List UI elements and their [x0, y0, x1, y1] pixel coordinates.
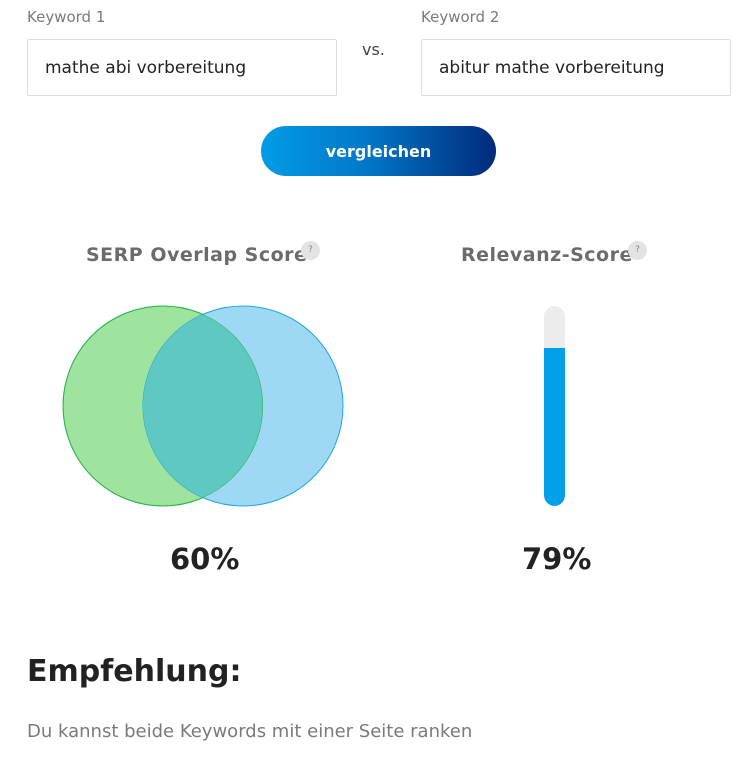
serp-overlap-help-icon[interactable]: ?	[301, 241, 320, 260]
keyword1-input[interactable]	[27, 39, 337, 96]
compare-button[interactable]: vergleichen	[261, 126, 496, 176]
venn-overlap-area	[143, 306, 263, 506]
recommendation-title: Empfehlung:	[27, 654, 242, 689]
relevance-score-help-icon[interactable]: ?	[628, 241, 647, 260]
keyword2-label: Keyword 2	[421, 8, 500, 26]
relevance-bar-track	[544, 306, 565, 506]
keyword2-input[interactable]	[421, 39, 731, 96]
serp-overlap-value: 60%	[170, 542, 240, 576]
recommendation-text: Du kannst beide Keywords mit einer Seite…	[27, 721, 473, 742]
serp-overlap-venn-diagram	[62, 305, 344, 507]
keyword1-label: Keyword 1	[27, 8, 106, 26]
relevance-bar-fill	[544, 348, 565, 506]
serp-overlap-title: SERP Overlap Score	[86, 244, 308, 266]
relevance-score-title: Relevanz-Score	[461, 244, 633, 266]
relevance-score-value: 79%	[522, 542, 592, 576]
vs-label: vs.	[362, 40, 385, 59]
